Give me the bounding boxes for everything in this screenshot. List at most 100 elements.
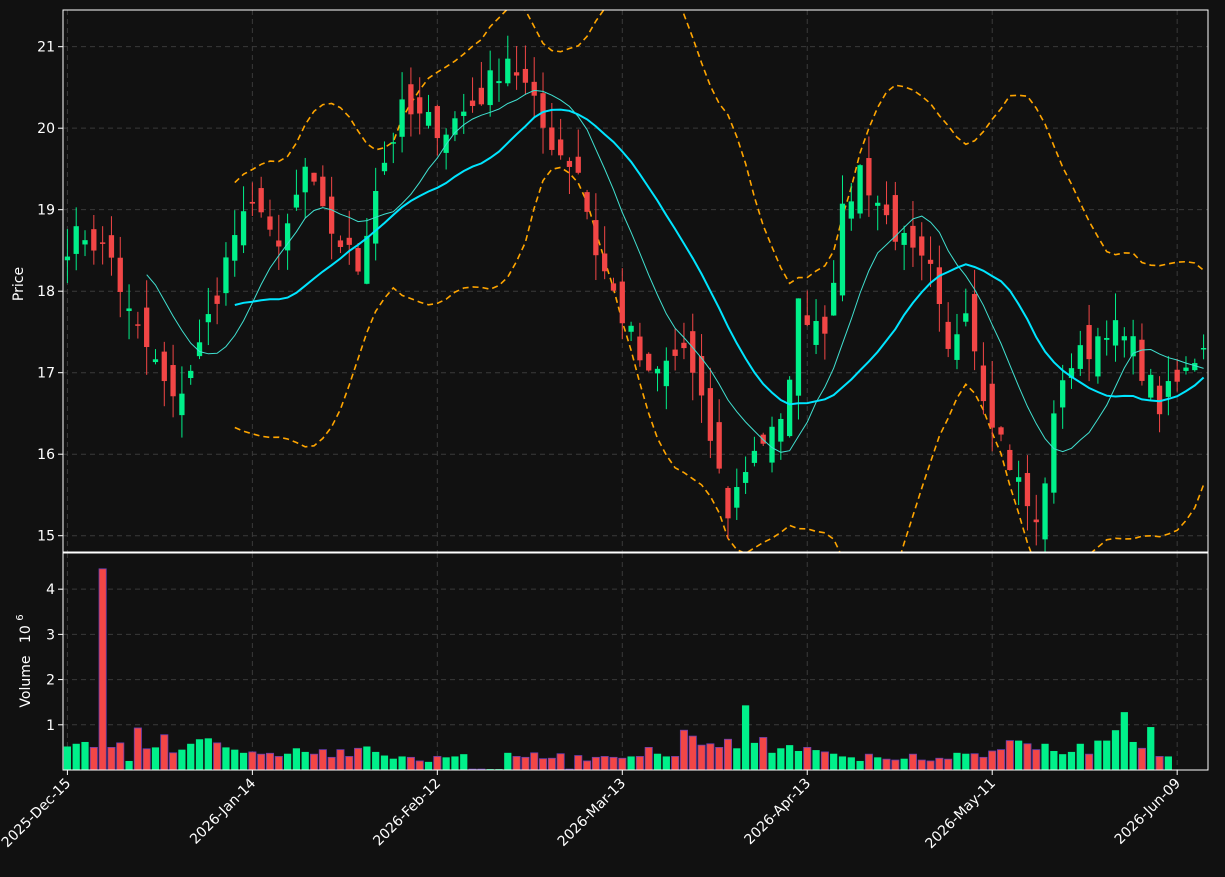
volume-bar [239,752,248,770]
volume-bar [838,756,847,770]
volume-bar [574,755,583,771]
candle-body [240,211,247,246]
candle-body [73,226,79,254]
candle-body [267,216,273,230]
volume-bar [265,752,274,771]
candle-body [91,229,97,251]
volume-bar [72,743,80,770]
candle-body [557,139,564,156]
volume-bar [424,761,433,770]
candle-body [1068,368,1075,378]
candle-body [496,81,502,84]
candle-body [866,158,872,196]
volume-bar [222,747,230,770]
candle-body [355,248,361,272]
candle-body [989,383,995,428]
volume-bar [1147,727,1155,770]
volume-bar [1164,756,1172,770]
volume-bar [372,751,380,770]
volume-bar [820,751,829,771]
candle-body [1024,473,1031,507]
candle-body [513,72,520,76]
volume-bar [697,744,706,771]
candle-body [452,118,458,135]
volume-bar [812,750,820,770]
volume-bar [512,756,521,771]
volume-bar [777,748,785,770]
volume-bar [768,752,776,770]
candle-body [848,201,854,219]
volume-bar [142,748,151,771]
volume-bar [336,749,345,771]
candle-body [839,203,846,296]
candle-body [188,370,194,379]
volume-bar [997,749,1006,771]
volume-bar [415,760,424,771]
candle-body [1104,337,1110,340]
candle-body [337,240,344,247]
candle-body [822,316,828,334]
volume-bar [169,752,178,771]
price-y-tick-label: 17 [37,366,55,382]
volume-bar [847,757,855,770]
candle-body [549,127,555,150]
volume-bar [1155,756,1164,771]
volume-bar [63,746,72,770]
candle-body [461,111,467,116]
volume-bar [794,751,803,770]
volume-bar [926,760,935,771]
candle-body [725,487,731,519]
candle-body [1174,369,1180,382]
candle-body [205,314,211,323]
volume-bar [283,753,292,770]
volume-bar [1067,751,1076,770]
volume-bar [944,758,953,771]
candle-body [857,165,863,214]
candle-body [584,192,590,212]
volume-bar [406,756,415,771]
candle-body [901,232,907,245]
volume-y-tick-label: 3 [46,627,55,643]
candle-body [1200,347,1207,350]
volume-y-tick-label: 4 [46,582,55,598]
volume-bar [609,756,618,771]
volume-bar [160,734,169,771]
volume-bar [583,760,592,771]
price-y-tick-label: 18 [37,284,55,300]
volume-bar [591,756,600,771]
volume-bar [442,757,450,770]
candle-body [469,100,476,106]
candle-body [478,87,485,105]
candle-body [778,418,784,442]
volume-bar [248,751,257,771]
candle-body [108,235,115,258]
candle-body [663,360,669,387]
candle-body [654,368,661,374]
candle-body [522,68,529,83]
candle-body [531,81,537,96]
volume-bar [257,753,266,771]
candle-body [161,351,167,382]
candle-body [144,307,150,348]
volume-bar [864,753,873,771]
volume-bar [830,753,838,770]
candle-body [399,99,405,137]
volume-bar [1103,740,1111,770]
candle-body [892,195,898,242]
candle-body [910,225,916,248]
volume-bar [107,746,116,771]
volume-bar [1094,740,1102,770]
volume-bar [274,756,283,771]
candle-body [628,325,634,332]
volume-bar [1023,743,1032,771]
candle-body [1121,336,1127,341]
candle-body [152,359,159,363]
volume-bar [970,753,979,771]
volume-bar [460,754,468,770]
candle-body [293,194,300,208]
candle-body [82,240,88,245]
volume-bar [354,747,363,771]
candle-body [1060,380,1066,408]
